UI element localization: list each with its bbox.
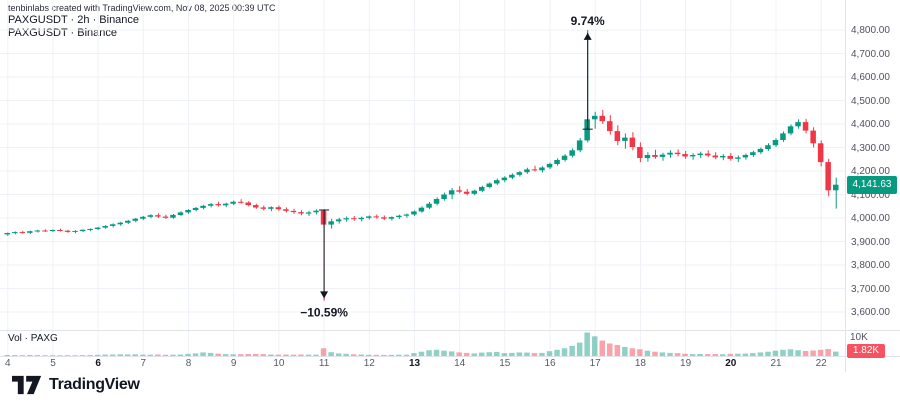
time-axis-label: 4: [5, 358, 11, 369]
svg-text:9.74%: 9.74%: [571, 14, 605, 28]
time-axis-label: 8: [185, 358, 192, 369]
time-axis-label: 12: [363, 358, 375, 369]
price-axis-label: 4,600.00: [851, 72, 890, 83]
last-price-badge: 4,141.63: [847, 175, 897, 194]
price-axis-label: 4,800.00: [851, 25, 890, 36]
time-axis-label: 9: [230, 358, 237, 369]
legend-symbol-primary[interactable]: PAXGUSDT · 2h · Binance: [8, 14, 140, 26]
time-axis-label: 10: [273, 358, 285, 369]
price-axis-label: 4,500.00: [851, 95, 890, 107]
price-axis-label: 3,900.00: [851, 236, 890, 248]
volume-axis-max-label: 10K: [850, 332, 868, 343]
time-axis-label: 6: [95, 358, 101, 369]
price-axis-label: 3,700.00: [851, 283, 890, 295]
volume-bars[interactable]: [4, 332, 839, 357]
time-axis[interactable]: 4 5 6 7 8 9 10 11 12 13 14 15 16 17 18 19 20 21 22: [0, 356, 845, 372]
last-volume-badge: 1.82K: [847, 343, 885, 358]
price-range-annotations[interactable]: 9.74% −10.59%: [300, 14, 605, 320]
candles[interactable]: [4, 30, 839, 301]
time-axis-label: 5: [50, 358, 56, 369]
time-axis-label: 20: [725, 358, 737, 369]
time-axis-label: 7: [140, 358, 147, 369]
time-axis-label: 17: [589, 358, 601, 369]
time-axis-label: 16: [544, 358, 556, 369]
price-axis-label: 3,800.00: [851, 260, 890, 271]
candlestick-chart[interactable]: 9.74% −10.59%: [0, 0, 845, 356]
price-axis-label: 4,300.00: [851, 142, 890, 154]
tradingview-logo[interactable]: TradingView: [12, 374, 140, 396]
volume-legend[interactable]: Vol · PAXG: [8, 333, 58, 344]
time-axis-separator: [0, 356, 900, 357]
chart-grid: [0, 0, 845, 356]
price-axis-label: 4,000.00: [851, 213, 890, 224]
price-axis-label: 4,200.00: [851, 166, 890, 177]
price-axis-label: 4,700.00: [851, 48, 890, 60]
time-axis-label: 18: [634, 358, 646, 369]
attribution-text: tenbinlabs created with TradingView.com,…: [8, 3, 276, 13]
price-axis-label: 3,600.00: [851, 307, 890, 318]
time-axis-label: 22: [815, 358, 827, 369]
time-axis-label: 21: [770, 358, 782, 369]
tradingview-logo-icon: [12, 375, 42, 395]
svg-text:−10.59%: −10.59%: [300, 305, 348, 319]
price-axis[interactable]: 4,800.00 4,700.00 4,600.00 4,500.00 4,400.00…: [845, 0, 900, 372]
pane-separator[interactable]: [0, 330, 900, 331]
price-axis-label: 4,100.00: [851, 189, 890, 201]
time-axis-label: 19: [680, 358, 692, 369]
time-axis-label: 15: [499, 358, 511, 369]
time-axis-label: 13: [408, 358, 421, 369]
price-axis-label: 4,400.00: [851, 119, 890, 130]
time-axis-label: 11: [318, 358, 330, 369]
time-axis-label: 14: [454, 358, 466, 369]
tradingview-logo-text: TradingView: [49, 376, 140, 393]
